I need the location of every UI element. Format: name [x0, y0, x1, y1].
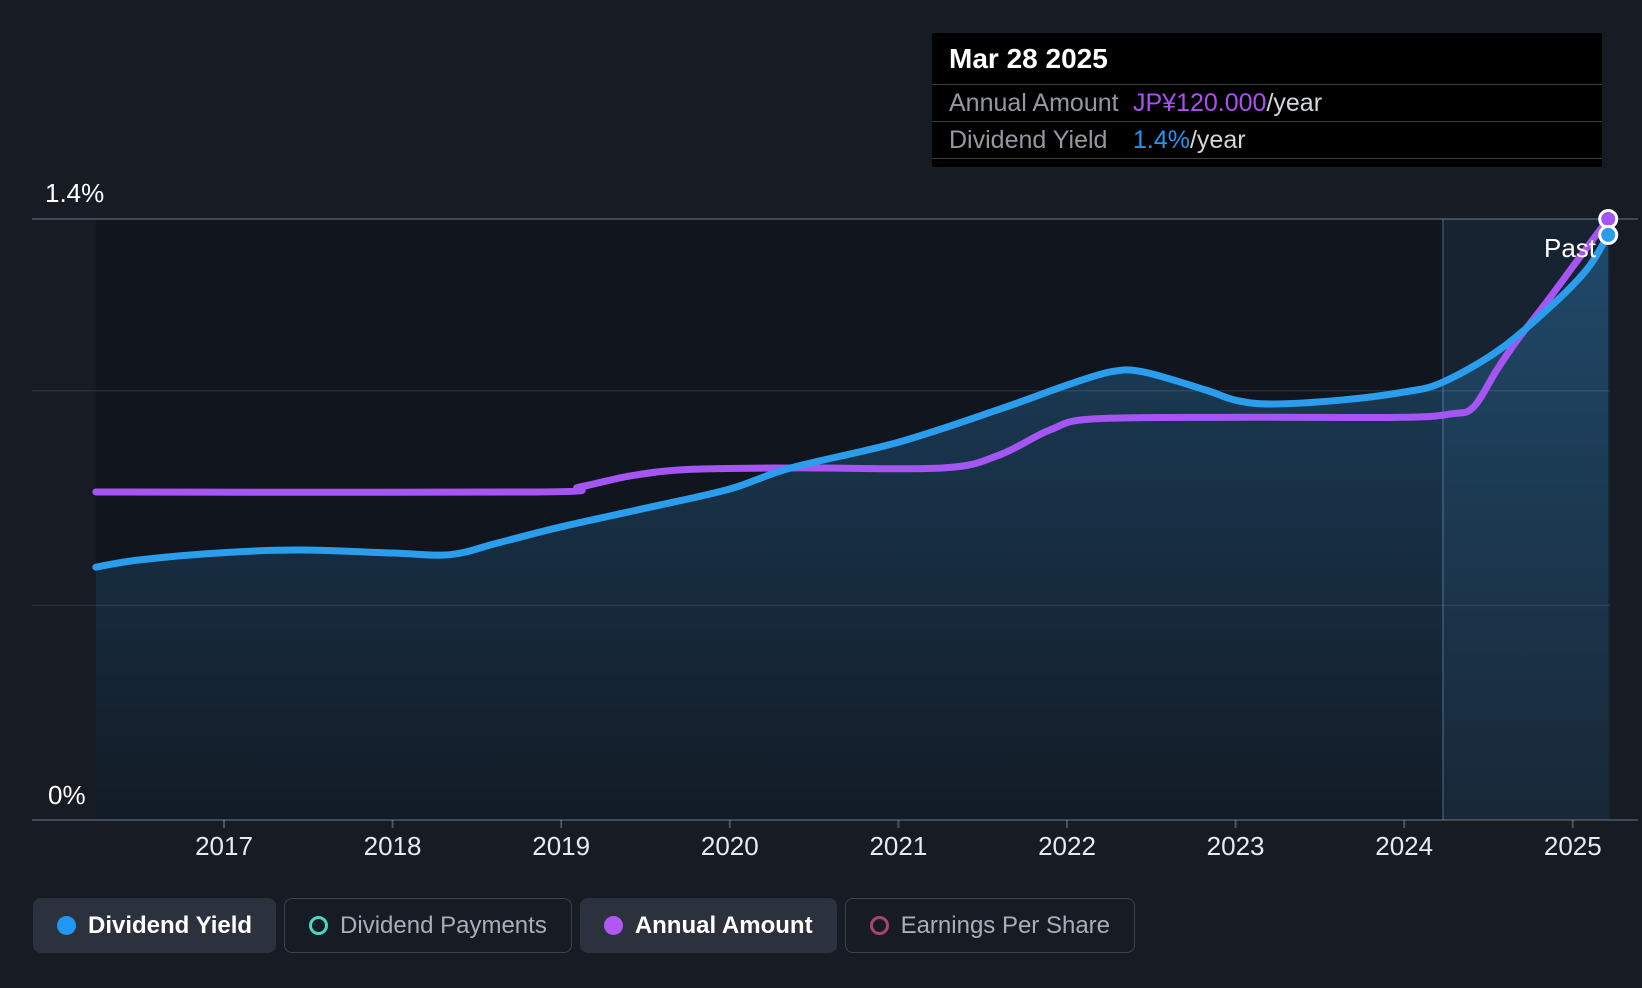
- y-axis-bottom-label: 0%: [48, 780, 86, 810]
- x-axis-label-2020: 2020: [700, 831, 759, 861]
- annual-amount-line: [92, 215, 1612, 496]
- dividend-yield-line: [92, 231, 1612, 571]
- tooltip-value: JP¥120.000: [1133, 88, 1267, 117]
- chart-tooltip: Mar 28 2025 Annual Amount JP¥120.000 /ye…: [932, 33, 1602, 167]
- x-axis-label-2022: 2022: [1038, 831, 1096, 861]
- tooltip-row-annual-amount: Annual Amount JP¥120.000 /year: [932, 84, 1602, 121]
- legend-item-dividend-yield[interactable]: Dividend Yield: [33, 898, 277, 953]
- x-axis-label-2023: 2023: [1206, 831, 1265, 861]
- legend-label: Dividend Payments: [340, 911, 547, 939]
- annual-amount-dot-icon: [603, 916, 623, 935]
- chart-legend: Dividend Yield Dividend Payments Annual …: [33, 898, 1136, 953]
- tooltip-row-dividend-yield: Dividend Yield 1.4% /year: [932, 121, 1602, 159]
- legend-item-annual-amount[interactable]: Annual Amount: [579, 898, 837, 953]
- legend-item-earnings-per-share[interactable]: Earnings Per Share: [844, 898, 1136, 953]
- y-axis-top-label: 1.4%: [45, 178, 105, 208]
- x-axis-label-2018: 2018: [363, 831, 422, 861]
- x-axis-label-2024: 2024: [1375, 831, 1434, 861]
- earnings-per-share-ring-icon: [869, 916, 889, 935]
- tooltip-label: Annual Amount: [949, 88, 1119, 117]
- tooltip-label: Dividend Yield: [949, 125, 1108, 154]
- x-axis-label-2019: 2019: [532, 831, 591, 861]
- legend-label: Dividend Yield: [88, 911, 253, 939]
- legend-label: Annual Amount: [634, 911, 813, 939]
- dividend-yield-area-fill: [95, 234, 1609, 820]
- past-region-label: Past: [1544, 233, 1597, 263]
- tooltip-date: Mar 28 2025: [949, 43, 1108, 74]
- dividend-yield-dot-icon: [57, 916, 76, 935]
- dividend-payments-ring-icon: [309, 916, 329, 935]
- tooltip-value: 1.4%: [1133, 125, 1190, 154]
- tooltip-value-suffix: /year: [1266, 88, 1323, 117]
- x-axis-label-2021: 2021: [869, 831, 928, 861]
- x-axis-label-2017: 2017: [195, 831, 253, 861]
- legend-label: Earnings Per Share: [900, 911, 1111, 939]
- x-axis-label-2025: 2025: [1543, 831, 1602, 861]
- legend-item-dividend-payments[interactable]: Dividend Payments: [284, 898, 572, 953]
- dividend-yield-end-dot: [1598, 224, 1619, 245]
- tooltip-value-suffix: /year: [1189, 125, 1246, 154]
